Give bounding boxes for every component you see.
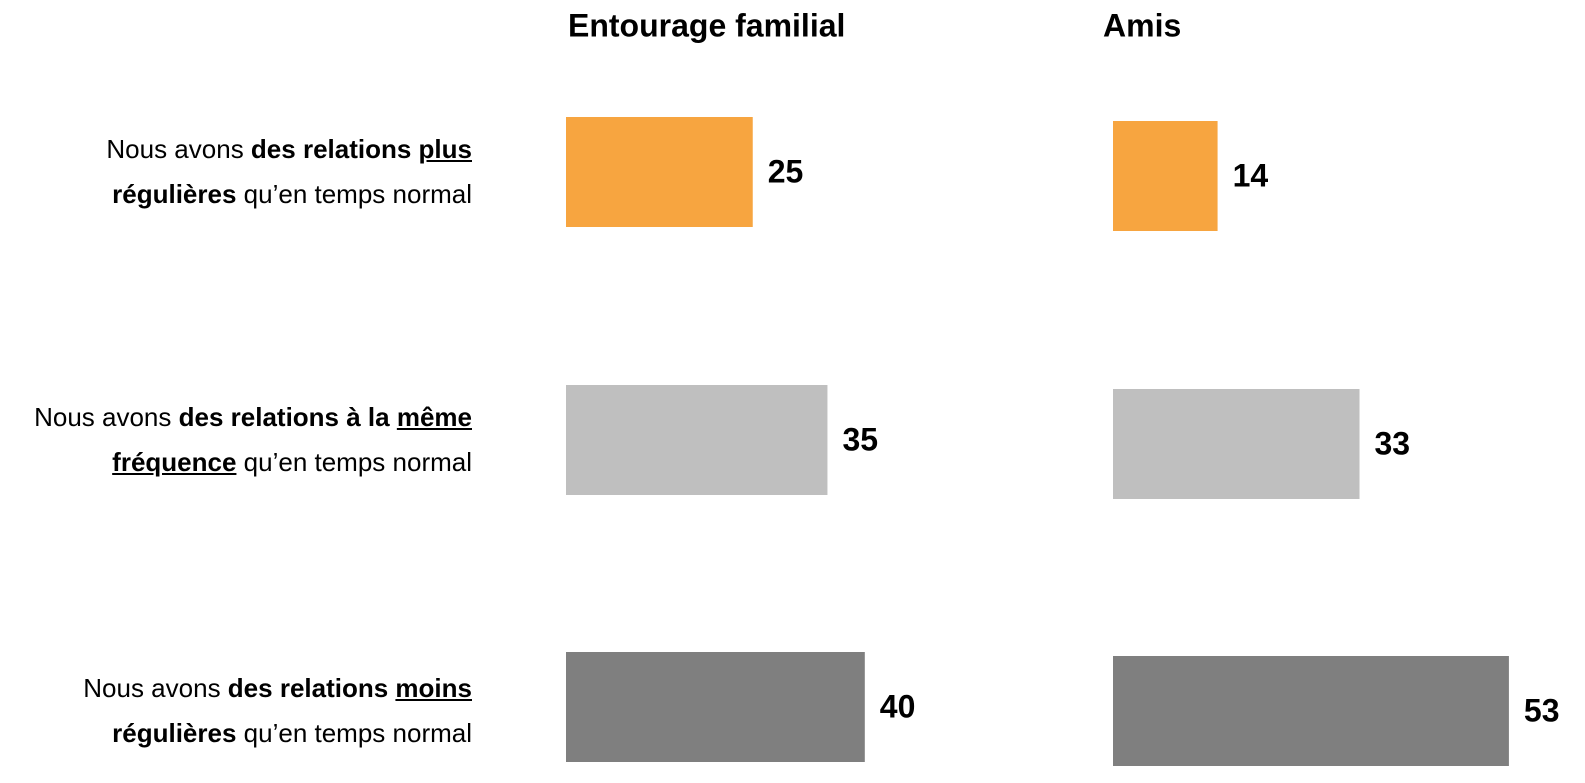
category-label: Nous avons des relations moins régulière… bbox=[0, 656, 472, 766]
label-run: des relations bbox=[227, 673, 396, 703]
panel-title: Amis bbox=[1103, 7, 1181, 43]
label-run: qu’en temps normal bbox=[236, 447, 472, 477]
bar bbox=[566, 117, 753, 227]
label-run: régulières bbox=[112, 179, 237, 209]
value-label: 53 bbox=[1524, 692, 1560, 728]
label-run: qu’en temps normal bbox=[236, 179, 472, 209]
label-run: qu’en temps normal bbox=[236, 718, 472, 748]
bar bbox=[566, 385, 828, 495]
bar bbox=[1113, 121, 1218, 231]
bar bbox=[1113, 656, 1509, 766]
category-label: Nous avons des relations plus régulières… bbox=[0, 117, 472, 227]
value-label: 14 bbox=[1233, 157, 1269, 193]
label-run: Nous avons bbox=[83, 673, 228, 703]
label-run: Nous avons bbox=[106, 134, 251, 164]
label-run: des relations à la bbox=[178, 402, 397, 432]
panel-title: Entourage familial bbox=[568, 7, 845, 43]
label-run: même fréquence bbox=[112, 402, 472, 477]
label-run: Nous avons bbox=[34, 402, 179, 432]
category-label: Nous avons des relations à la même fréqu… bbox=[0, 385, 472, 495]
label-run: moins bbox=[395, 673, 472, 703]
value-label: 25 bbox=[768, 153, 804, 189]
label-run: plus bbox=[418, 134, 472, 164]
value-label: 40 bbox=[880, 688, 916, 724]
bar bbox=[1113, 389, 1360, 499]
label-run: des relations bbox=[250, 134, 419, 164]
label-run: régulières bbox=[112, 718, 237, 748]
category-text: Nous avons des relations plus régulières… bbox=[0, 127, 472, 217]
value-label: 33 bbox=[1375, 425, 1411, 461]
category-text: Nous avons des relations moins régulière… bbox=[0, 666, 472, 756]
value-label: 35 bbox=[842, 421, 878, 457]
category-text: Nous avons des relations à la même fréqu… bbox=[0, 395, 472, 485]
bar bbox=[566, 652, 865, 762]
